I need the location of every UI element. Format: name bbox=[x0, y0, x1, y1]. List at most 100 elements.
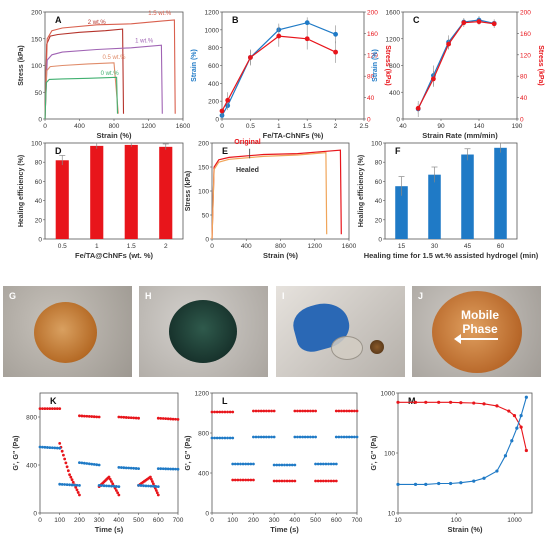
x-tick-label-a: 1600 bbox=[176, 123, 191, 130]
panel-label-l: L bbox=[222, 396, 228, 406]
series-l-0-point bbox=[236, 478, 240, 482]
series-l-1-point bbox=[306, 435, 310, 439]
orange-hydrogel-disc bbox=[34, 302, 97, 363]
series-k-0-point bbox=[48, 407, 52, 410]
series-b-0-point bbox=[333, 31, 338, 37]
series-k-0-point bbox=[169, 417, 173, 421]
series-k-1-point bbox=[43, 445, 47, 449]
series-k-1-point bbox=[127, 466, 131, 470]
series-l-0-point bbox=[231, 410, 235, 414]
series-k-0-point bbox=[58, 442, 62, 445]
series-l-1-point bbox=[270, 435, 273, 439]
series-k-0-point bbox=[119, 415, 123, 419]
series-l-1-point bbox=[314, 435, 317, 439]
series-l-0-point bbox=[215, 410, 219, 414]
y-tick-label-c: 1600 bbox=[386, 10, 401, 17]
bar-category-label-f: 45 bbox=[464, 243, 472, 250]
x-tick-label-e: 1200 bbox=[308, 243, 323, 250]
y-tick-label-f: 80 bbox=[375, 160, 383, 167]
series-l-1-point bbox=[244, 462, 248, 466]
series-k-0-point bbox=[122, 415, 126, 419]
series-k-1-point bbox=[137, 467, 140, 470]
series-l-0-point bbox=[288, 479, 292, 483]
x-tick-label-l: 500 bbox=[310, 517, 321, 524]
series-l-0-point bbox=[218, 410, 222, 414]
series-m-0-point bbox=[482, 402, 486, 406]
y-axis-label-d: Healing efficiency (%) bbox=[18, 155, 25, 227]
series-l-1-point bbox=[298, 435, 302, 439]
flow-arrow-icon bbox=[458, 338, 498, 340]
series-l-1-point bbox=[324, 462, 328, 466]
series-k-0-point bbox=[70, 478, 74, 482]
series-b-0-point bbox=[304, 20, 310, 26]
series-label-a-0: 2 wt.% bbox=[88, 20, 107, 26]
x-tick-label-k: 300 bbox=[94, 517, 105, 524]
panel-label-h: H bbox=[145, 291, 152, 301]
series-l-0-point bbox=[210, 410, 214, 414]
series-k-0-point bbox=[60, 449, 64, 453]
panel-label-f: F bbox=[395, 146, 401, 156]
series-l-1-point bbox=[228, 436, 232, 440]
panel-label-c: C bbox=[413, 15, 420, 25]
y2-tick-label-c: 200 bbox=[520, 10, 531, 17]
series-l-0-point bbox=[213, 410, 216, 414]
series-k-1-point bbox=[149, 484, 153, 488]
series-l-0-point bbox=[275, 479, 279, 483]
series-l-1-point bbox=[296, 435, 299, 439]
x-tick-label-b: 1 bbox=[277, 123, 281, 130]
x-tick-label-b: 1.5 bbox=[303, 123, 312, 130]
series-l-1-point bbox=[347, 435, 351, 439]
series-k-1-point bbox=[124, 466, 128, 470]
series-l-0-point bbox=[327, 479, 330, 483]
series-line-a-2 bbox=[44, 44, 163, 120]
y-tick-label-b: 1200 bbox=[205, 10, 220, 17]
series-l-0-point bbox=[226, 410, 229, 414]
mobile-phase-line-1: Mobile bbox=[461, 308, 499, 322]
series-k-1-point bbox=[102, 484, 106, 488]
y2-tick-label-c: 0 bbox=[520, 117, 524, 124]
series-k-1-point bbox=[171, 467, 175, 471]
series-k-0-point bbox=[62, 453, 65, 457]
series-k-1-point bbox=[110, 484, 113, 488]
series-k-0-point bbox=[161, 417, 165, 420]
series-l-0-point bbox=[280, 479, 284, 483]
y-tick-label-b: 400 bbox=[208, 81, 219, 88]
series-k-0-point bbox=[127, 416, 131, 419]
series-l-0-point bbox=[252, 478, 255, 482]
y-tick-label-d: 60 bbox=[35, 179, 43, 186]
series-m-1-point bbox=[495, 469, 499, 473]
series-k-0-point bbox=[171, 417, 175, 421]
series-k-1-point bbox=[119, 466, 123, 469]
series-l-1-point bbox=[355, 435, 359, 439]
series-c-1-point bbox=[476, 19, 482, 25]
arrowhead-icon bbox=[454, 334, 461, 344]
series-l-1-point bbox=[340, 435, 343, 439]
series-k-1-point bbox=[48, 446, 52, 449]
series-l-1-point bbox=[213, 436, 216, 440]
series-l-0-point bbox=[254, 409, 258, 413]
series-k-1-point bbox=[38, 445, 42, 449]
mobile-phase-line-2: Phase bbox=[462, 322, 498, 336]
series-line-b-1 bbox=[221, 35, 336, 112]
x-tick-label-l: 600 bbox=[331, 517, 342, 524]
series-l-1-point bbox=[319, 462, 323, 466]
panel-label-k: K bbox=[50, 396, 57, 406]
series-k-0-point bbox=[50, 407, 54, 410]
series-l-0-point bbox=[272, 409, 276, 413]
series-l-1-point bbox=[337, 435, 341, 439]
series-line-a-3 bbox=[44, 62, 119, 120]
series-k-1-point bbox=[73, 483, 76, 487]
photo-j-mobile-phase: Mobile Phase J bbox=[412, 286, 541, 377]
series-m-1-point bbox=[515, 426, 519, 430]
series-label-a-1: 1.5 wt.% bbox=[148, 11, 172, 17]
panel-label-j: J bbox=[418, 291, 424, 301]
series-k-1-point bbox=[55, 446, 59, 450]
series-l-1-point bbox=[275, 463, 279, 467]
series-k-1-point bbox=[144, 484, 148, 488]
x-axis-label-f: Healing time for 1.5 wt.% assisted hydro… bbox=[364, 251, 539, 260]
y2-tick-label-b: 200 bbox=[367, 10, 378, 17]
y2-tick-label-b: 0 bbox=[367, 117, 371, 124]
series-k-1-point bbox=[134, 467, 138, 470]
series-l-0-point bbox=[239, 478, 242, 482]
series-l-0-point bbox=[290, 479, 294, 483]
